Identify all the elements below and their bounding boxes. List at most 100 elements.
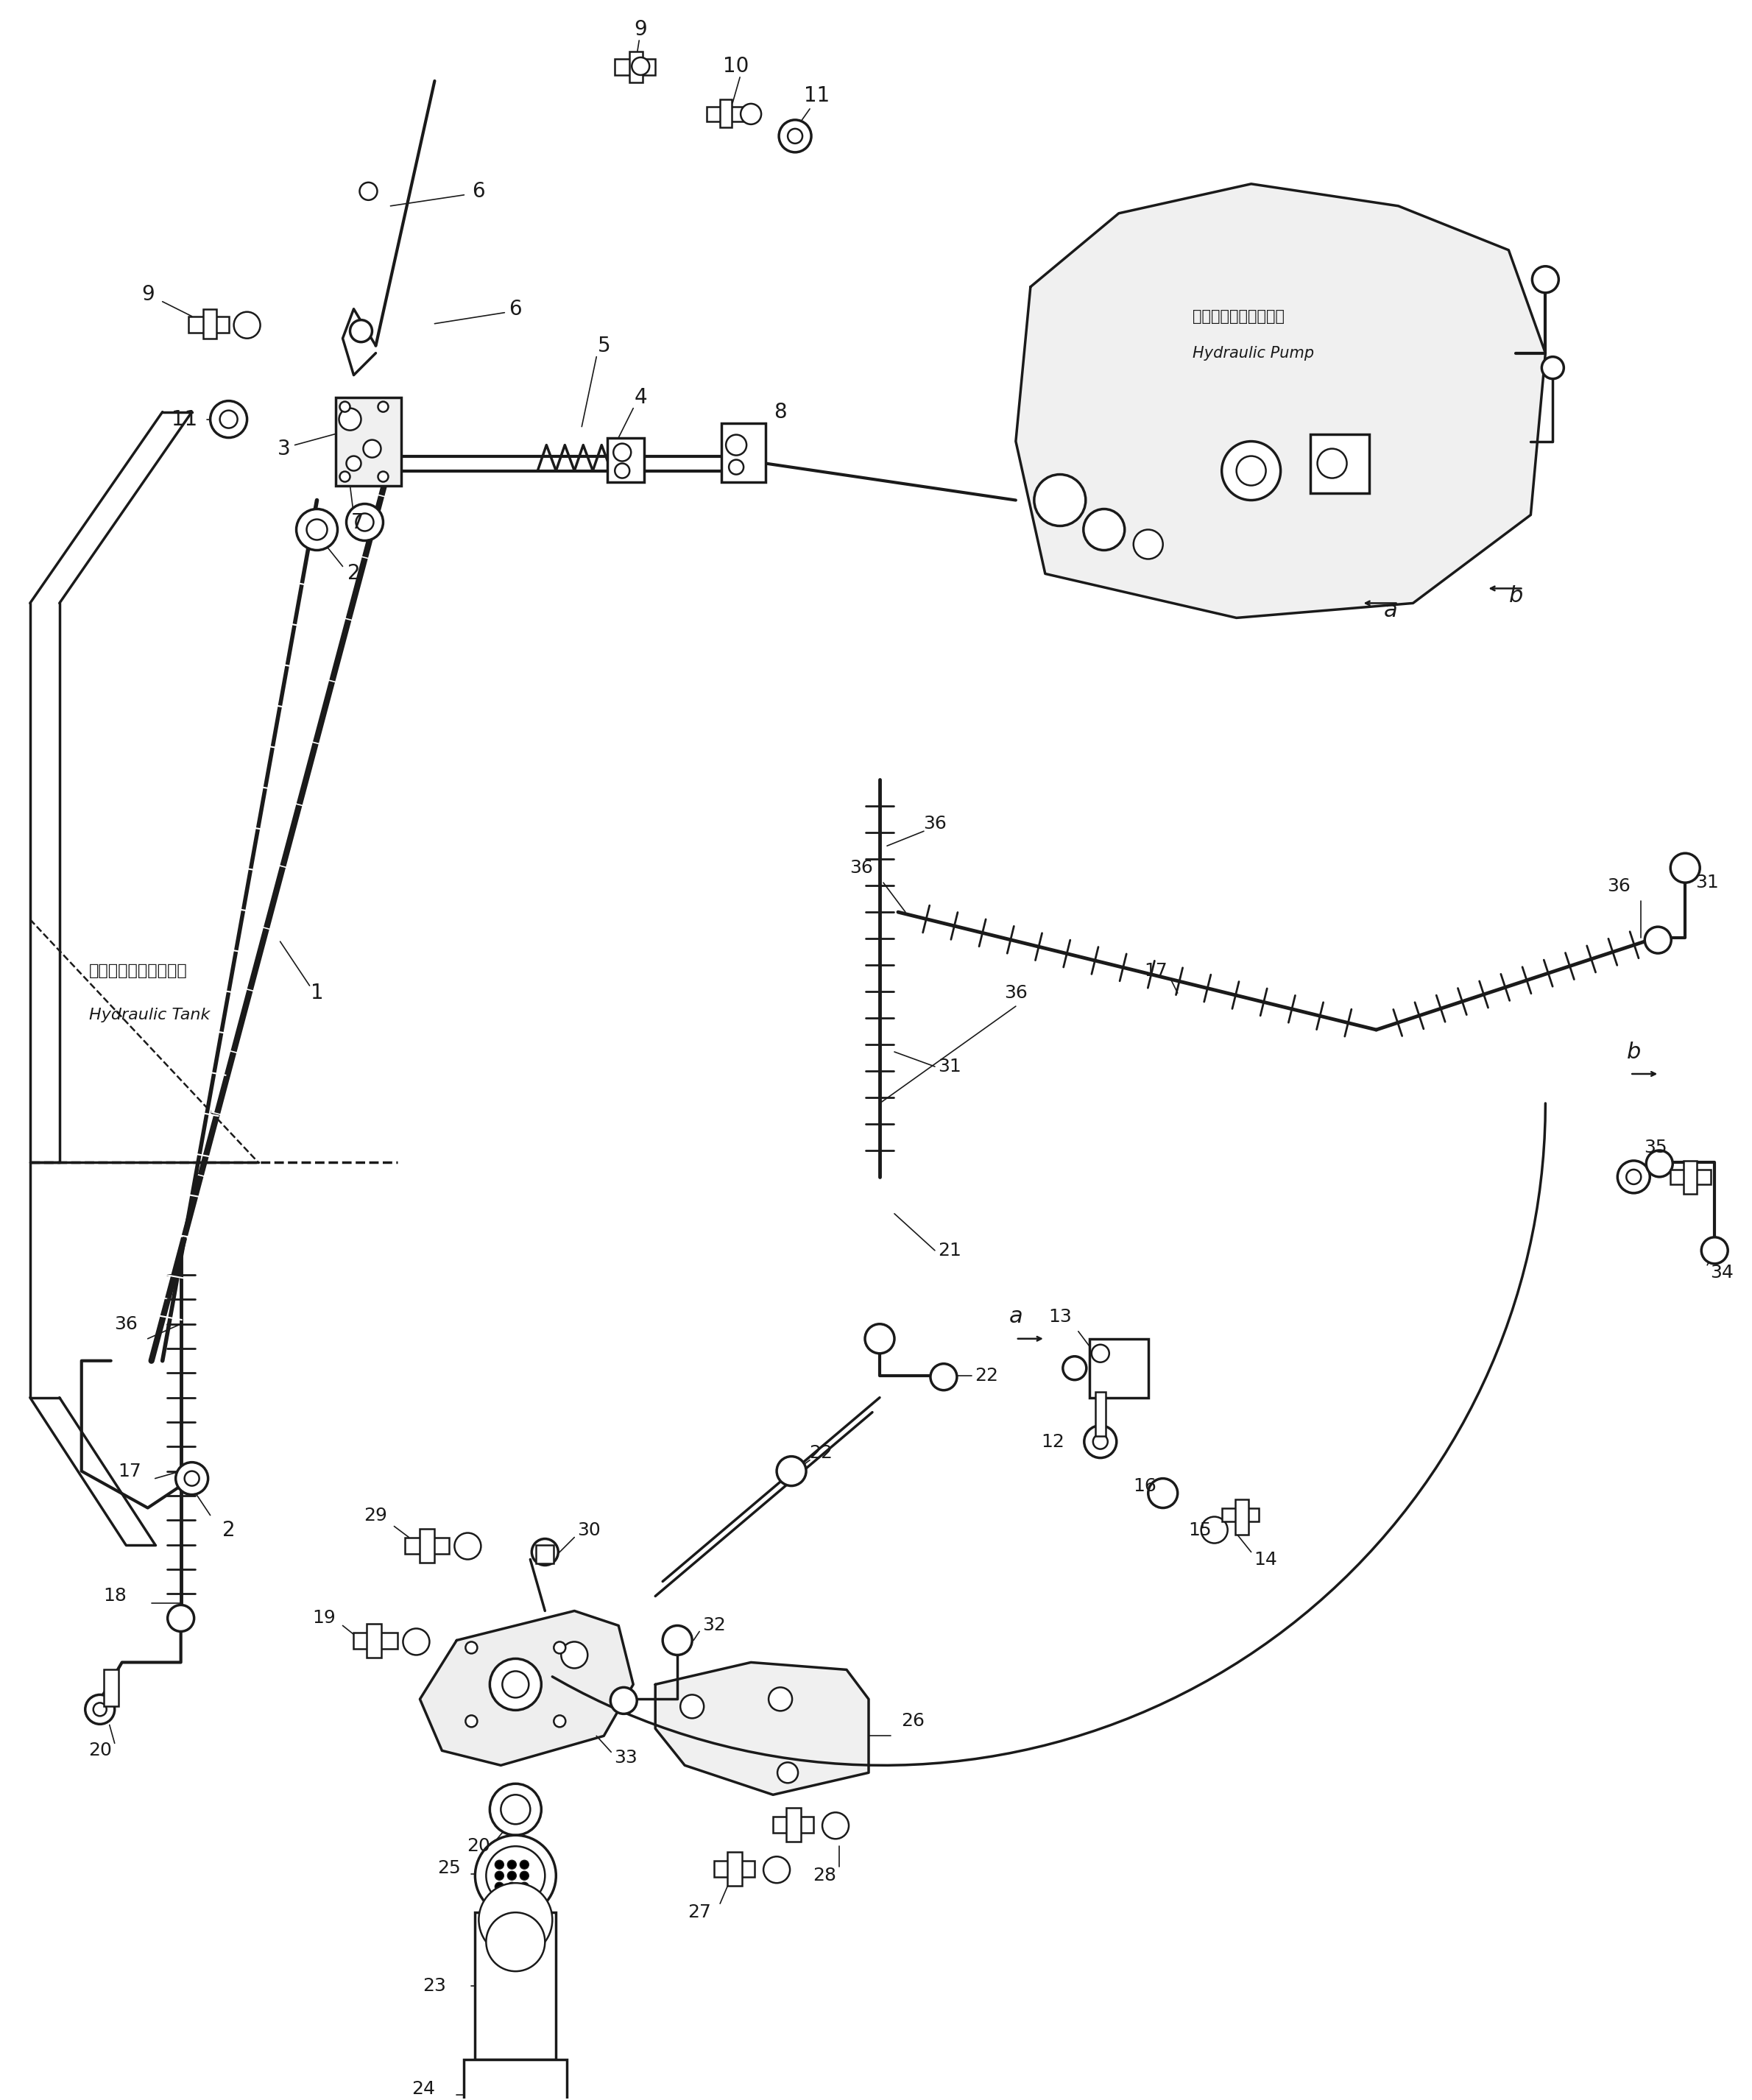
Text: 17: 17 bbox=[117, 1462, 140, 1480]
Bar bbox=[103, 1670, 119, 1707]
Text: 36: 36 bbox=[1607, 878, 1631, 895]
Text: 36: 36 bbox=[114, 1315, 137, 1334]
Circle shape bbox=[520, 1882, 529, 1892]
Text: 7: 7 bbox=[350, 512, 364, 533]
Circle shape bbox=[520, 1871, 529, 1880]
Circle shape bbox=[210, 401, 247, 437]
Bar bbox=[706, 107, 743, 122]
Circle shape bbox=[632, 57, 650, 76]
Text: 21: 21 bbox=[937, 1241, 962, 1260]
Text: b: b bbox=[1626, 1042, 1642, 1063]
Bar bbox=[366, 1623, 382, 1657]
Text: 30: 30 bbox=[578, 1520, 601, 1539]
Circle shape bbox=[865, 1323, 894, 1352]
Circle shape bbox=[1645, 926, 1671, 953]
Text: 22: 22 bbox=[974, 1367, 999, 1384]
Bar bbox=[773, 1816, 813, 1833]
Text: Hydraulic Pump: Hydraulic Pump bbox=[1193, 346, 1314, 361]
Polygon shape bbox=[420, 1611, 632, 1766]
Text: 36: 36 bbox=[1004, 985, 1027, 1002]
Circle shape bbox=[485, 1846, 545, 1905]
Bar bbox=[405, 1537, 449, 1554]
Circle shape bbox=[475, 1835, 555, 1915]
Circle shape bbox=[554, 1642, 566, 1653]
Circle shape bbox=[561, 1642, 587, 1667]
Circle shape bbox=[1063, 1357, 1086, 1380]
Text: 29: 29 bbox=[364, 1506, 387, 1525]
Text: a: a bbox=[1009, 1306, 1023, 1327]
Circle shape bbox=[478, 1884, 552, 1957]
Text: 23: 23 bbox=[422, 1978, 447, 1995]
Circle shape bbox=[1202, 1516, 1228, 1544]
Text: 31: 31 bbox=[1696, 874, 1719, 892]
Circle shape bbox=[1084, 1426, 1116, 1457]
Circle shape bbox=[491, 1659, 541, 1709]
Circle shape bbox=[1093, 1434, 1107, 1449]
Text: 28: 28 bbox=[813, 1867, 836, 1884]
Circle shape bbox=[1533, 267, 1559, 292]
Text: b: b bbox=[1508, 586, 1522, 607]
Text: 36: 36 bbox=[923, 815, 946, 834]
Text: 3: 3 bbox=[277, 439, 291, 460]
Text: Hydraulic Tank: Hydraulic Tank bbox=[89, 1008, 210, 1023]
Circle shape bbox=[520, 1861, 529, 1869]
Circle shape bbox=[778, 1762, 797, 1783]
Text: 19: 19 bbox=[312, 1609, 336, 1628]
Text: 6: 6 bbox=[473, 181, 485, 202]
Text: 8: 8 bbox=[774, 401, 787, 422]
Text: 34: 34 bbox=[1710, 1264, 1734, 1281]
Circle shape bbox=[822, 1812, 848, 1840]
Circle shape bbox=[340, 401, 350, 412]
Circle shape bbox=[1626, 1170, 1642, 1184]
Circle shape bbox=[233, 313, 261, 338]
Bar bbox=[536, 1546, 554, 1562]
Circle shape bbox=[1318, 449, 1347, 479]
Text: 24: 24 bbox=[412, 2081, 434, 2098]
Text: 33: 33 bbox=[615, 1749, 638, 1766]
Text: 2: 2 bbox=[223, 1520, 235, 1539]
Text: a: a bbox=[1384, 601, 1398, 622]
Circle shape bbox=[491, 1783, 541, 1835]
Circle shape bbox=[454, 1533, 482, 1560]
Text: 22: 22 bbox=[809, 1445, 832, 1462]
Circle shape bbox=[307, 519, 328, 540]
Bar bbox=[1310, 435, 1368, 494]
Bar bbox=[1684, 1161, 1698, 1193]
Circle shape bbox=[1221, 441, 1281, 500]
Text: 15: 15 bbox=[1188, 1520, 1211, 1539]
Text: ハイドロリックタンク: ハイドロリックタンク bbox=[89, 964, 187, 979]
Bar bbox=[1670, 1170, 1712, 1184]
Circle shape bbox=[508, 1882, 517, 1892]
Circle shape bbox=[508, 1861, 517, 1869]
Text: 14: 14 bbox=[1254, 1550, 1277, 1569]
Circle shape bbox=[403, 1628, 429, 1655]
Circle shape bbox=[359, 183, 377, 200]
Circle shape bbox=[184, 1472, 200, 1487]
Circle shape bbox=[508, 1871, 517, 1880]
Circle shape bbox=[338, 407, 361, 430]
Bar bbox=[722, 422, 766, 481]
Circle shape bbox=[501, 1796, 531, 1825]
Text: 9: 9 bbox=[634, 19, 646, 40]
Circle shape bbox=[764, 1856, 790, 1884]
Text: ハイドロリックポンプ: ハイドロリックポンプ bbox=[1193, 309, 1284, 323]
Bar bbox=[464, 2060, 568, 2100]
Circle shape bbox=[1237, 456, 1267, 485]
Circle shape bbox=[296, 508, 338, 550]
Text: 18: 18 bbox=[103, 1588, 126, 1604]
Text: 25: 25 bbox=[438, 1858, 461, 1877]
Bar bbox=[1221, 1508, 1258, 1520]
Circle shape bbox=[610, 1688, 638, 1714]
Bar bbox=[727, 1852, 743, 1886]
Circle shape bbox=[86, 1695, 114, 1724]
Circle shape bbox=[363, 439, 380, 458]
Circle shape bbox=[1617, 1161, 1650, 1193]
Circle shape bbox=[1134, 529, 1163, 559]
Circle shape bbox=[466, 1716, 477, 1726]
Text: 11: 11 bbox=[172, 410, 198, 430]
Bar bbox=[1090, 1338, 1148, 1399]
Circle shape bbox=[613, 443, 631, 462]
Bar bbox=[354, 1634, 398, 1648]
Bar bbox=[203, 309, 215, 338]
Circle shape bbox=[347, 504, 384, 540]
